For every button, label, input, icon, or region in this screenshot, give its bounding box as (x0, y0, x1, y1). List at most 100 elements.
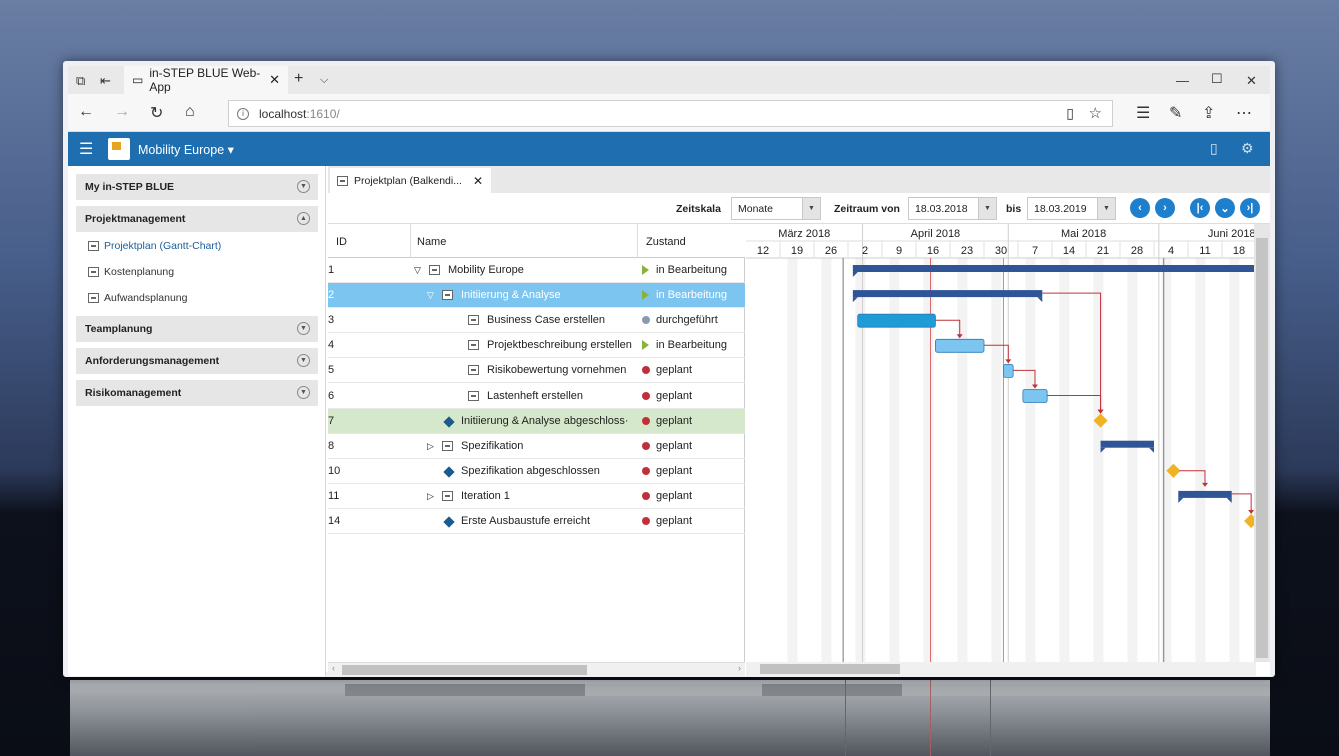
expand-toggle-icon[interactable]: ▽ (427, 290, 434, 301)
new-tab-icon[interactable]: + (294, 70, 304, 87)
sidebar-section-my-instep[interactable]: My in-STEP BLUE ▼ (76, 174, 318, 200)
chevron-up-icon[interactable]: ▲ (297, 212, 310, 225)
scroll-thumb[interactable] (1256, 238, 1268, 658)
scroll-back-icon[interactable]: ‹ (1130, 198, 1150, 218)
go-to-today-icon[interactable]: ⌄ (1215, 198, 1235, 218)
week-label: 4 (1168, 245, 1174, 257)
sidebar-section-anforderungsmanagement[interactable]: Anforderungsmanagement ▼ (76, 348, 318, 374)
favorite-star-icon[interactable]: ☆ (1088, 105, 1102, 122)
task-icon (429, 265, 440, 278)
summary-bar[interactable] (1178, 490, 1232, 498)
column-header-zustand[interactable]: Zustand (646, 236, 686, 248)
tab-projektplan[interactable]: Projektplan (Balkendi... ✕ (330, 168, 491, 193)
chevron-down-icon[interactable]: ▼ (297, 180, 310, 193)
table-row[interactable]: 4 Projektbeschreibung erstellen in Bearbei… (328, 333, 745, 359)
close-tab-icon[interactable]: ✕ (269, 72, 280, 87)
info-icon[interactable]: i (237, 107, 249, 120)
dependency-link (1231, 493, 1252, 513)
sidebar-section-teamplanung[interactable]: Teamplanung ▼ (76, 316, 318, 342)
task-bar[interactable] (935, 338, 985, 353)
table-row[interactable]: 8 ▷ Spezifikation geplant (328, 434, 745, 459)
task-bar[interactable] (857, 313, 936, 328)
maximize-icon[interactable]: ☐ (1211, 71, 1223, 86)
back-icon[interactable]: ← (78, 103, 94, 120)
table-row[interactable]: 14 Erste Ausbaustufe erreicht geplant (328, 509, 745, 534)
go-to-start-icon[interactable]: |‹ (1190, 198, 1210, 218)
chevron-down-icon[interactable]: ▼ (297, 354, 310, 367)
summary-bar[interactable] (852, 265, 1261, 272)
from-date-picker[interactable]: 18.03.2018 ▼ (908, 197, 997, 220)
row-id: 2 (328, 289, 335, 302)
close-window-icon[interactable]: ✕ (1246, 73, 1257, 88)
address-bar: ← → ↻ ⌂ i localhost:1610/ ▯ ☆ ☰ ✎ ⇪ ⋯ (68, 94, 1270, 132)
week-stripe (855, 258, 866, 662)
go-to-end-icon[interactable]: ›| (1240, 198, 1260, 218)
more-menu-icon[interactable]: ⋯ (1236, 105, 1252, 122)
scroll-thumb[interactable] (760, 664, 900, 674)
table-row[interactable]: 10 Spezifikation abgeschlossen geplant (328, 459, 745, 484)
task-bar[interactable] (1022, 389, 1048, 403)
dependency-link (1047, 395, 1102, 413)
set-tabs-aside-icon[interactable]: ⇤ (100, 73, 111, 88)
sidebar-item-projektplan[interactable]: Projektplan (Gantt-Chart) (88, 240, 221, 252)
tab-actions-icon[interactable]: ⧉ (76, 73, 86, 88)
minimize-icon[interactable]: — (1176, 73, 1189, 88)
status-indicator-icon (642, 416, 650, 428)
share-icon[interactable]: ⇪ (1202, 105, 1216, 122)
url-field[interactable]: i localhost:1610/ ▯ ☆ (228, 100, 1113, 127)
sidebar-section-projektmanagement[interactable]: Projektmanagement ▲ (76, 206, 318, 232)
to-date-picker[interactable]: 18.03.2019 ▼ (1027, 197, 1116, 220)
status-indicator-icon (642, 466, 650, 478)
task-bar[interactable] (1003, 363, 1014, 378)
sidebar-item-kostenplanung[interactable]: Kostenplanung (88, 266, 174, 278)
bis-label: bis (1006, 203, 1022, 215)
table-row[interactable]: 11 ▷ Iteration 1 geplant (328, 484, 745, 509)
hamburger-menu-icon[interactable]: ☰ (79, 141, 94, 158)
zeitskala-select[interactable]: Monate ▼ (731, 197, 821, 220)
reading-view-icon[interactable]: ▯ (1066, 105, 1074, 121)
tab-list-chevron-icon[interactable]: ⌵ (320, 74, 329, 86)
table-row[interactable]: 2 ▽ Initiierung & Analyse in Bearbeitung (328, 283, 745, 309)
expand-toggle-icon[interactable]: ▷ (427, 440, 434, 451)
row-id: 3 (328, 314, 335, 327)
favorites-list-icon[interactable]: ☰ (1136, 105, 1151, 122)
browser-tab[interactable]: ▭ in-STEP BLUE Web-App ✕ (124, 66, 288, 94)
notes-pen-icon[interactable]: ✎ (1169, 105, 1183, 122)
scroll-forward-icon[interactable]: › (1155, 198, 1175, 218)
column-header-name[interactable]: Name (417, 236, 447, 248)
settings-gear-icon[interactable]: ⚙ (1241, 140, 1254, 156)
table-row[interactable]: 7 Initiierung & Analyse abgeschloss· gepla… (328, 408, 745, 434)
chevron-down-icon[interactable]: ▼ (297, 322, 310, 335)
browser-window: ⧉ ⇤ ▭ in-STEP BLUE Web-App ✕ + ⌵ — ☐ ✕ ←… (63, 61, 1275, 677)
close-tab-icon[interactable]: ✕ (472, 173, 483, 188)
table-row[interactable]: 3 Business Case erstellen durchgeführt (328, 308, 745, 334)
refresh-icon[interactable]: ↻ (150, 105, 164, 122)
sidebar-item-aufwandsplanung[interactable]: Aufwandsplanung (88, 292, 187, 304)
week-label: 12 (757, 245, 769, 257)
project-selector[interactable]: Mobility Europe ▾ (138, 143, 234, 157)
chevron-down-icon[interactable]: ▼ (297, 386, 310, 399)
summary-bar[interactable] (1100, 440, 1154, 448)
week-label: 19 (791, 245, 803, 257)
milestone-marker[interactable] (1093, 413, 1108, 428)
sidebar-section-risikomanagement[interactable]: Risikomanagement ▼ (76, 380, 318, 406)
info-panel-icon[interactable]: ▯ (1210, 140, 1218, 156)
scroll-thumb[interactable] (342, 665, 587, 675)
table-row[interactable]: 5 Risikobewertung vornehmen geplant (328, 358, 745, 384)
week-stripe (1059, 258, 1070, 662)
expand-toggle-icon[interactable]: ▽ (414, 265, 421, 275)
table-row[interactable]: 1 ▽ Mobility Europe in Bearbeitung (328, 258, 745, 283)
expand-toggle-icon[interactable]: ▷ (427, 490, 434, 501)
forward-icon[interactable]: → (114, 103, 130, 120)
column-header-id[interactable]: ID (336, 236, 347, 248)
row-status: geplant (656, 489, 693, 502)
home-icon[interactable]: ⌂ (185, 103, 195, 120)
week-label: 2 (862, 245, 868, 257)
browser-tab-title: in-STEP BLUE Web-App (149, 66, 261, 94)
summary-bar[interactable] (852, 290, 1043, 298)
dropdown-arrow-icon: ▼ (802, 198, 820, 219)
grid-horizontal-scrollbar[interactable]: ‹ › (328, 662, 745, 676)
week-label: 14 (1063, 245, 1075, 257)
dependency-arrow-icon (1248, 510, 1255, 514)
table-row[interactable]: 6 Lastenheft erstellen geplant (328, 384, 745, 409)
